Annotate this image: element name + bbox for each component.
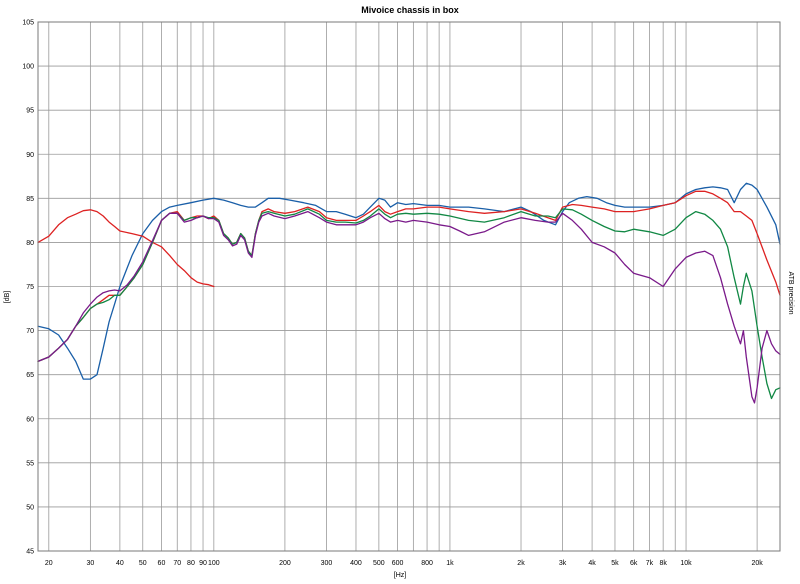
x-tick-label: 6k [630,560,638,567]
x-tick-label: 400 [350,560,362,567]
x-tick-label: 1k [446,560,454,567]
x-tick-label: 500 [373,560,385,567]
y-axis-label: [dB] [4,291,11,304]
x-tick-label: 200 [279,560,291,567]
x-tick-label: 800 [421,560,433,567]
y-tick-label: 50 [26,504,34,511]
x-tick-label: 10k [680,560,692,567]
x-tick-label: 60 [158,560,166,567]
x-tick-label: 80 [187,560,195,567]
y-tick-label: 85 [26,196,34,203]
y-tick-label: 70 [26,328,34,335]
series-lines [37,182,781,404]
plot-frame [37,21,781,552]
x-tick-label: 20k [751,560,763,567]
series-line-1 [37,182,781,380]
x-tick-label: 70 [173,560,181,567]
series-line-5 [37,210,781,404]
x-tick-label: 8k [659,560,667,567]
series-line-4 [37,208,781,400]
x-tick-label: 7k [646,560,654,567]
y-tick-label: 65 [26,372,34,379]
x-tick-label: 2k [517,560,525,567]
y-tick-labels: 45 50 55 60 65 70 75 80 85 90 95 100 105 [22,20,34,556]
y-tick-label: 90 [26,152,34,159]
y-tick-label: 105 [22,20,34,27]
y-tick-label: 80 [26,240,34,247]
x-tick-labels: 20 30 40 50 60 70 80 90 100 200 300 400 500 600 800 1k 2… [45,560,763,567]
y-tick-label: 75 [26,284,34,291]
chart-title: Mivoice chassis in box [361,5,459,15]
series-line-2 [37,209,215,288]
x-tick-label: 4k [588,560,596,567]
x-tick-label: 100 [208,560,220,567]
y-tick-label: 60 [26,416,34,423]
y-tick-label: 55 [26,460,34,467]
x-tick-label: 50 [139,560,147,567]
x-tick-label: 30 [86,560,94,567]
y-tick-label: 95 [26,108,34,115]
x-tick-label: 40 [116,560,124,567]
y-tick-label: 100 [22,64,34,71]
series-line-3 [37,190,781,363]
x-tick-label: 90 [199,560,207,567]
x-tick-label: 3k [559,560,567,567]
x-axis-label: [Hz] [394,572,407,579]
y-tick-label: 45 [26,549,34,556]
side-label: ATB precision [787,271,794,314]
grid-lines [38,21,780,552]
x-tick-label: 300 [321,560,333,567]
x-tick-label: 600 [392,560,404,567]
x-tick-label: 5k [611,560,619,567]
x-tick-label: 20 [45,560,53,567]
